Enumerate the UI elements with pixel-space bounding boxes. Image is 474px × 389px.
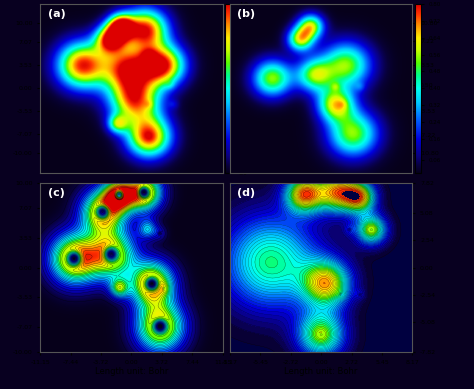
X-axis label: Length unit: Bohr: Length unit: Bohr — [284, 368, 358, 377]
Text: (b): (b) — [237, 9, 255, 19]
Text: (c): (c) — [47, 188, 64, 198]
Text: (a): (a) — [47, 9, 65, 19]
Text: (d): (d) — [237, 188, 255, 198]
X-axis label: Length unit: Bohr: Length unit: Bohr — [95, 368, 168, 377]
